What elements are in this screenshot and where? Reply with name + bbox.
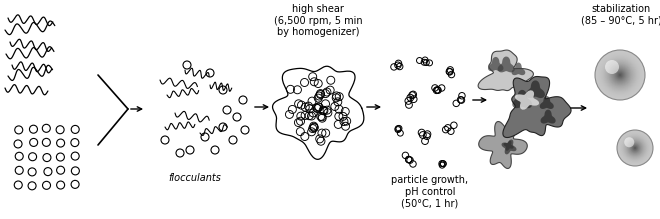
Polygon shape	[478, 122, 527, 168]
Circle shape	[597, 52, 644, 98]
Polygon shape	[504, 141, 513, 151]
Circle shape	[634, 147, 636, 149]
Circle shape	[632, 144, 639, 152]
Circle shape	[631, 144, 639, 152]
Circle shape	[622, 135, 647, 161]
Text: particle growth,
pH control
(50°C, 1 hr): particle growth, pH control (50°C, 1 hr)	[391, 175, 469, 208]
Circle shape	[632, 145, 638, 151]
Circle shape	[618, 131, 652, 165]
Circle shape	[611, 66, 629, 84]
Polygon shape	[503, 76, 571, 138]
Polygon shape	[478, 50, 533, 91]
Circle shape	[624, 137, 634, 147]
Polygon shape	[540, 96, 554, 109]
Circle shape	[618, 72, 622, 78]
Text: stabilization
(85 – 90°C, 5 hr): stabilization (85 – 90°C, 5 hr)	[581, 4, 660, 26]
Circle shape	[605, 60, 619, 74]
Text: high shear
(6,500 rpm, 5 min
by homogenizer): high shear (6,500 rpm, 5 min by homogeni…	[274, 4, 362, 37]
Circle shape	[603, 58, 637, 92]
Circle shape	[624, 137, 646, 159]
Circle shape	[628, 141, 642, 155]
Circle shape	[619, 132, 651, 164]
Circle shape	[616, 71, 624, 79]
Circle shape	[624, 137, 645, 159]
Circle shape	[599, 54, 641, 96]
Circle shape	[632, 146, 638, 150]
Circle shape	[612, 67, 628, 83]
Circle shape	[609, 63, 632, 87]
Circle shape	[625, 138, 645, 158]
Circle shape	[605, 60, 635, 90]
Circle shape	[597, 53, 642, 97]
Circle shape	[614, 69, 626, 81]
Circle shape	[601, 56, 639, 94]
Circle shape	[634, 147, 636, 149]
Circle shape	[616, 72, 623, 78]
Circle shape	[610, 65, 630, 85]
Circle shape	[596, 51, 644, 99]
Polygon shape	[512, 62, 525, 75]
Circle shape	[627, 140, 643, 156]
Circle shape	[623, 136, 647, 160]
Circle shape	[607, 62, 632, 88]
Circle shape	[619, 132, 651, 164]
Circle shape	[600, 55, 640, 95]
Circle shape	[629, 142, 641, 154]
Polygon shape	[541, 110, 556, 124]
Circle shape	[604, 59, 636, 91]
Circle shape	[630, 143, 640, 153]
Circle shape	[621, 134, 649, 162]
Circle shape	[618, 73, 622, 77]
Polygon shape	[502, 139, 517, 154]
Circle shape	[626, 139, 644, 157]
Circle shape	[630, 143, 640, 153]
Circle shape	[607, 62, 634, 88]
Circle shape	[617, 130, 653, 166]
Circle shape	[599, 53, 642, 97]
Circle shape	[622, 135, 648, 161]
Circle shape	[618, 131, 652, 165]
Circle shape	[620, 133, 650, 163]
Circle shape	[609, 64, 631, 86]
Circle shape	[603, 58, 638, 92]
Polygon shape	[512, 90, 532, 108]
Circle shape	[626, 140, 643, 156]
Polygon shape	[498, 57, 515, 72]
Circle shape	[628, 141, 642, 155]
Polygon shape	[526, 80, 545, 98]
Circle shape	[595, 50, 645, 100]
Circle shape	[633, 146, 637, 150]
Circle shape	[620, 134, 649, 162]
Circle shape	[612, 67, 628, 83]
Text: flocculants: flocculants	[168, 173, 222, 183]
Polygon shape	[515, 90, 539, 110]
Circle shape	[619, 74, 621, 76]
Circle shape	[602, 57, 638, 93]
Circle shape	[613, 68, 626, 82]
Circle shape	[626, 138, 645, 158]
Polygon shape	[488, 57, 504, 71]
Circle shape	[615, 70, 625, 80]
Circle shape	[606, 61, 634, 89]
